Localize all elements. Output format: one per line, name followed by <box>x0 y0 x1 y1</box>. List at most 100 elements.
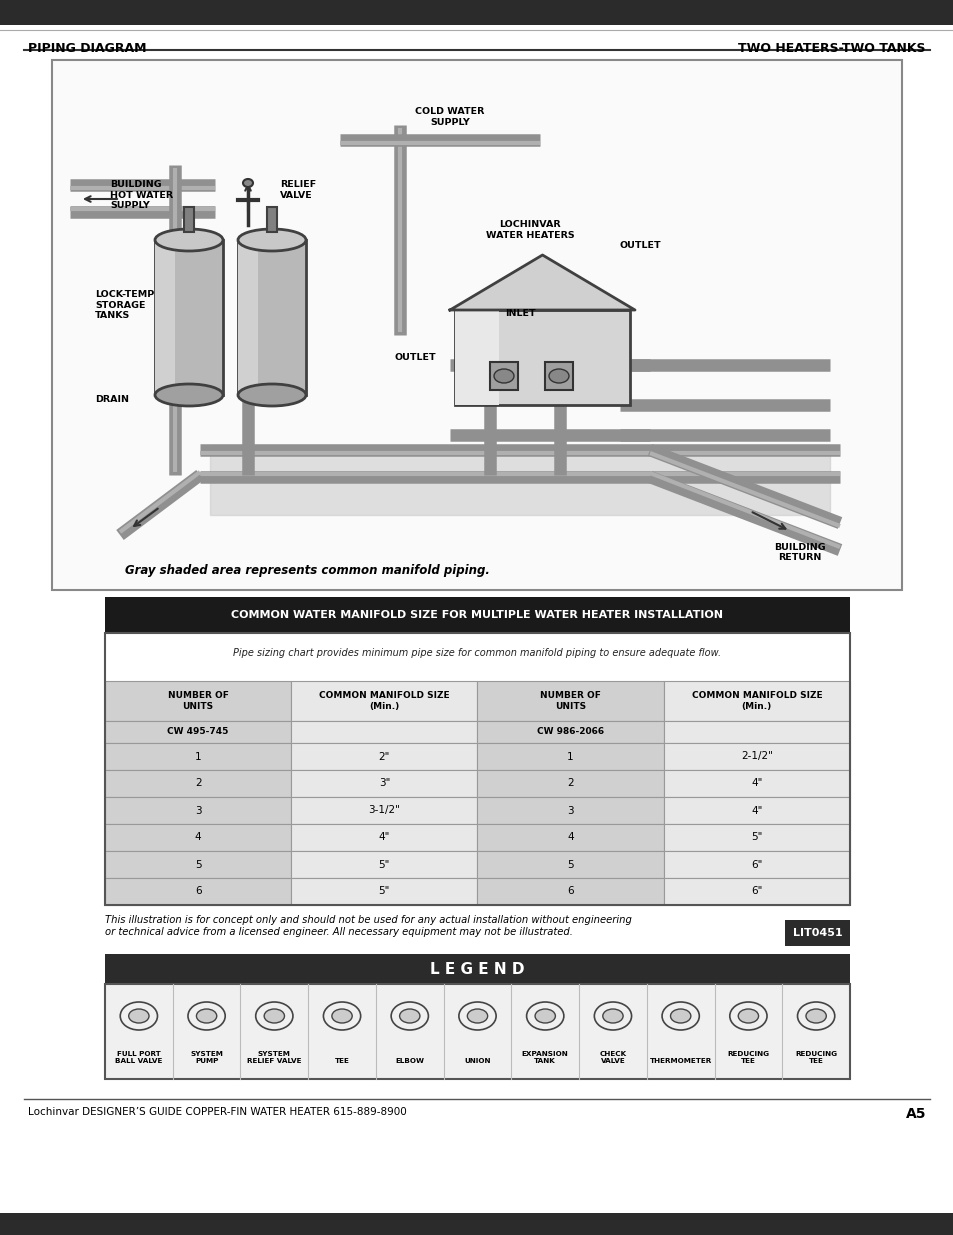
Text: 4": 4" <box>750 805 761 815</box>
Bar <box>105 953 849 984</box>
Text: 5: 5 <box>194 860 201 869</box>
Ellipse shape <box>196 1009 216 1023</box>
Bar <box>477 851 663 878</box>
Text: SYSTEM
RELIEF VALVE: SYSTEM RELIEF VALVE <box>247 1051 301 1065</box>
Ellipse shape <box>154 228 223 251</box>
Text: 3": 3" <box>378 778 390 788</box>
Text: Gray shaded area represents common manifold piping.: Gray shaded area represents common manif… <box>125 564 489 577</box>
Bar <box>784 920 849 946</box>
Bar <box>544 362 573 390</box>
Text: CHECK
VALVE: CHECK VALVE <box>598 1051 626 1065</box>
Bar <box>663 824 849 851</box>
Text: A5: A5 <box>904 1107 925 1121</box>
Text: COMMON MANIFOLD SIZE
(Min.): COMMON MANIFOLD SIZE (Min.) <box>318 692 449 710</box>
Text: 2: 2 <box>567 778 574 788</box>
Ellipse shape <box>399 1009 419 1023</box>
Ellipse shape <box>602 1009 622 1023</box>
Bar <box>663 680 849 721</box>
Bar <box>663 878 849 905</box>
Text: 5": 5" <box>378 887 390 897</box>
Ellipse shape <box>494 369 514 383</box>
Text: LIT0451: LIT0451 <box>792 927 841 939</box>
Bar <box>105 721 291 743</box>
Bar <box>0 0 953 25</box>
Text: 1: 1 <box>567 752 574 762</box>
Bar <box>455 310 498 405</box>
Bar <box>291 797 477 824</box>
Text: BUILDING
RETURN: BUILDING RETURN <box>774 542 825 562</box>
Text: EXPANSION
TANK: EXPANSION TANK <box>521 1051 568 1065</box>
Bar <box>477 878 663 905</box>
Bar <box>154 240 175 395</box>
Bar <box>477 797 663 824</box>
Text: 2-1/2": 2-1/2" <box>740 752 772 762</box>
Text: RELIEF
VALVE: RELIEF VALVE <box>280 180 315 200</box>
Text: 6: 6 <box>194 887 201 897</box>
Text: NUMBER OF
UNITS: NUMBER OF UNITS <box>168 692 229 710</box>
Bar <box>291 721 477 743</box>
Bar <box>237 240 258 395</box>
Text: OUTLET: OUTLET <box>394 352 436 362</box>
Text: Lochinvar DESIGNER’S GUIDE COPPER-FIN WATER HEATER 615-889-8900: Lochinvar DESIGNER’S GUIDE COPPER-FIN WA… <box>28 1107 406 1116</box>
Text: Pipe sizing chart provides minimum pipe size for common manifold piping to ensur: Pipe sizing chart provides minimum pipe … <box>233 648 720 658</box>
Text: THERMOMETER: THERMOMETER <box>649 1058 711 1065</box>
Bar <box>490 362 517 390</box>
Text: 6: 6 <box>567 887 574 897</box>
Text: LOCHINVAR
WATER HEATERS: LOCHINVAR WATER HEATERS <box>485 220 574 240</box>
Text: COMMON MANIFOLD SIZE
(Min.): COMMON MANIFOLD SIZE (Min.) <box>691 692 821 710</box>
Text: 2": 2" <box>378 752 390 762</box>
Text: 6": 6" <box>750 887 761 897</box>
Polygon shape <box>450 254 635 310</box>
Bar <box>663 797 849 824</box>
Text: ELBOW: ELBOW <box>395 1058 424 1065</box>
Bar <box>105 634 849 905</box>
Text: 3: 3 <box>567 805 574 815</box>
Ellipse shape <box>129 1009 149 1023</box>
Text: 5: 5 <box>567 860 574 869</box>
Ellipse shape <box>237 228 306 251</box>
Text: FULL PORT
BALL VALVE: FULL PORT BALL VALVE <box>115 1051 162 1065</box>
Ellipse shape <box>237 384 306 406</box>
Bar <box>663 743 849 769</box>
Text: CW 495-745: CW 495-745 <box>168 727 229 736</box>
Text: DRAIN: DRAIN <box>95 395 129 405</box>
Text: REDUCING
TEE: REDUCING TEE <box>794 1051 837 1065</box>
Text: INLET: INLET <box>504 309 535 317</box>
Text: 4": 4" <box>750 778 761 788</box>
Bar <box>291 878 477 905</box>
Bar <box>52 61 901 590</box>
Ellipse shape <box>264 1009 284 1023</box>
Text: This illustration is for concept only and should not be used for any actual inst: This illustration is for concept only an… <box>105 915 631 936</box>
Bar <box>105 797 291 824</box>
Text: 5": 5" <box>378 860 390 869</box>
Text: SYSTEM
PUMP: SYSTEM PUMP <box>190 1051 223 1065</box>
Bar <box>291 743 477 769</box>
Text: NUMBER OF
UNITS: NUMBER OF UNITS <box>539 692 600 710</box>
Text: TEE: TEE <box>335 1058 349 1065</box>
Text: 4": 4" <box>378 832 390 842</box>
Text: CW 986-2066: CW 986-2066 <box>537 727 603 736</box>
Ellipse shape <box>154 384 223 406</box>
Bar <box>291 680 477 721</box>
Bar <box>477 680 663 721</box>
Bar <box>237 240 306 395</box>
Bar <box>0 1213 953 1235</box>
Ellipse shape <box>332 1009 352 1023</box>
Text: 6": 6" <box>750 860 761 869</box>
Text: OUTLET: OUTLET <box>618 241 660 249</box>
Text: TWO HEATERS-TWO TANKS: TWO HEATERS-TWO TANKS <box>738 42 925 56</box>
Bar <box>477 824 663 851</box>
Bar <box>105 851 291 878</box>
Bar <box>455 310 629 405</box>
Text: COMMON WATER MANIFOLD SIZE FOR MULTIPLE WATER HEATER INSTALLATION: COMMON WATER MANIFOLD SIZE FOR MULTIPLE … <box>232 610 722 620</box>
Ellipse shape <box>535 1009 555 1023</box>
Bar <box>105 984 849 1079</box>
Ellipse shape <box>243 179 253 186</box>
Text: BUILDING
HOT WATER
SUPPLY: BUILDING HOT WATER SUPPLY <box>110 180 172 210</box>
Bar <box>291 824 477 851</box>
Text: 3-1/2": 3-1/2" <box>368 805 400 815</box>
Bar <box>105 878 291 905</box>
Bar <box>663 721 849 743</box>
Bar <box>291 769 477 797</box>
Bar <box>267 207 276 232</box>
